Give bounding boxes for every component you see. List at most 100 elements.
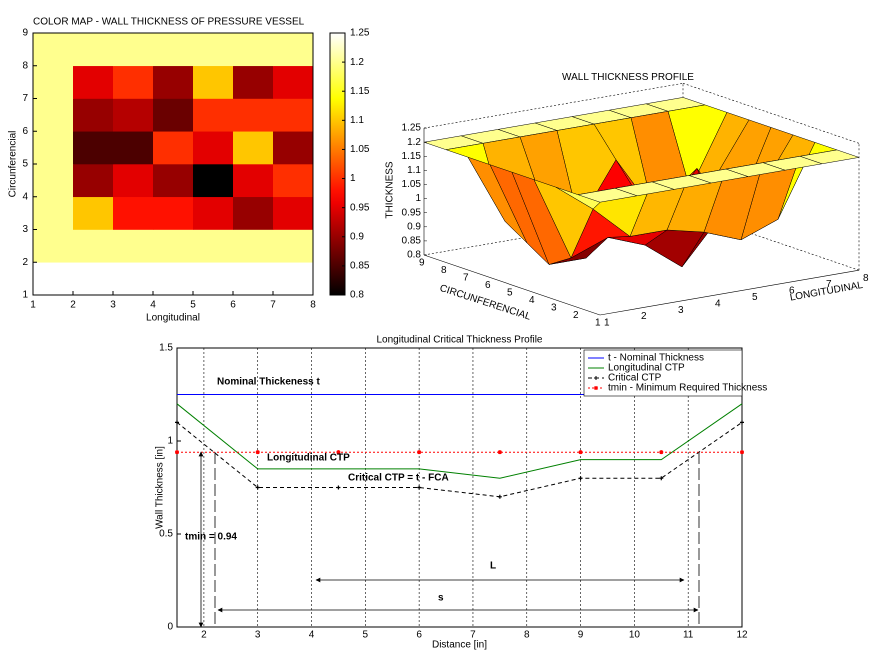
y-tick-label: 5: [507, 288, 513, 299]
heat-cell: [153, 262, 194, 296]
y-axis-label: Wall Thickness [in]: [155, 446, 166, 529]
heat-cell: [233, 262, 274, 296]
x-tick-label: 8: [863, 273, 869, 284]
x-tick-label: 7: [826, 279, 832, 290]
z-tick-label: 1: [415, 193, 421, 204]
heat-cell: [193, 98, 234, 132]
legend-label: Critical CTP: [608, 373, 662, 384]
colorbar-tick-label: 1.1: [350, 115, 364, 126]
z-tick-label: 0.9: [407, 221, 421, 232]
heat-cell: [193, 65, 234, 99]
colorbar-tick-label: 0.85: [350, 261, 370, 272]
chart-title: Longitudinal Critical Thickness Profile: [376, 335, 542, 346]
z-tick-label: 0.8: [407, 250, 421, 261]
y-tick-label: 8: [22, 60, 28, 71]
y-tick-label: 6: [485, 280, 491, 291]
y-tick-label: 7: [22, 93, 28, 104]
heat-cell: [273, 33, 314, 67]
axis-box: [682, 83, 860, 144]
annotation: Longitudinal CTP: [267, 453, 350, 464]
colorbar-tick-label: 1.25: [350, 28, 370, 39]
legend-box: [583, 349, 743, 397]
point-marker: [740, 420, 744, 425]
x-tick-label: 9: [578, 630, 584, 641]
x-tick-label: 4: [309, 630, 315, 641]
heat-cell: [113, 98, 154, 132]
heat-cell: [233, 164, 274, 198]
point-marker: [578, 476, 583, 481]
chart-title: WALL THICKNESS PROFILE: [562, 72, 694, 83]
heat-cell: [193, 196, 234, 230]
heat-cell: [113, 196, 154, 230]
y-tick-label: 4: [529, 295, 535, 306]
heat-cell: [33, 33, 74, 67]
heat-cell: [233, 131, 274, 165]
point-marker: [417, 450, 422, 455]
y-tick-label: 2: [22, 257, 28, 268]
x-tick-label: 1: [604, 318, 610, 329]
y-tick-label: 2: [573, 310, 579, 321]
x-tick-label: 6: [416, 630, 422, 641]
heat-cell: [113, 262, 154, 296]
x-tick-label: 2: [641, 311, 647, 322]
x-tick-label: 6: [789, 286, 795, 297]
annotation: Critical CTP = t - FCA: [348, 473, 449, 484]
heat-cell: [273, 262, 314, 296]
heat-cell: [73, 164, 114, 198]
y-tick-label: 9: [419, 258, 425, 269]
heat-cell: [273, 98, 314, 132]
z-tick-label: 0.95: [402, 207, 422, 218]
heat-cell: [33, 262, 74, 296]
heat-cell: [193, 33, 234, 67]
y-tick-label: 1: [595, 318, 601, 329]
x-axis-label: Distance [in]: [432, 640, 487, 651]
colorbar-tick-label: 1: [350, 173, 356, 184]
y-tick-label: 0.5: [159, 529, 173, 540]
colorbar-tick-label: 1.15: [350, 86, 370, 97]
y-tick-label: 9: [22, 28, 28, 39]
y-tick-label: 6: [22, 126, 28, 137]
heat-cell: [153, 98, 194, 132]
heat-cell: [113, 33, 154, 67]
x-tick-label: 10: [629, 630, 641, 641]
heat-cell: [73, 196, 114, 230]
point-marker: [659, 476, 664, 481]
axis-box: [599, 269, 860, 316]
annotation: Nominal Thickeness t: [217, 377, 320, 388]
series-line: [176, 403, 743, 479]
point-marker: [578, 450, 583, 455]
heat-cell: [193, 131, 234, 165]
point-marker: [255, 450, 260, 455]
z-tick-label: 0.85: [402, 236, 422, 247]
y-tick-label: 0: [167, 622, 173, 633]
y-tick-label: 1: [167, 436, 173, 447]
z-tick-label: 1.2: [407, 137, 421, 148]
legend-label: Longitudinal CTP: [608, 363, 685, 374]
z-axis-label: THICKNESS: [385, 161, 396, 219]
heat-cell: [153, 229, 194, 263]
axis-box: [682, 209, 860, 271]
x-tick-label: 6: [230, 300, 236, 311]
heat-cell: [233, 229, 274, 263]
z-tick-label: 1.25: [402, 123, 422, 134]
heat-cell: [73, 229, 114, 263]
x-tick-label: 11: [683, 630, 694, 641]
x-tick-label: 3: [110, 300, 116, 311]
x-tick-label: 4: [715, 298, 721, 309]
heat-cell: [273, 164, 314, 198]
y-tick-label: 3: [551, 303, 557, 314]
point-marker: [336, 450, 341, 455]
z-tick-label: 1.1: [407, 165, 421, 176]
point-marker: [740, 450, 744, 455]
heat-cell: [113, 164, 154, 198]
heat-cell: [33, 131, 74, 165]
axis-box: [423, 254, 601, 316]
y-tick-label: 8: [441, 265, 447, 276]
heat-cell: [33, 98, 74, 132]
x-tick-label: 7: [270, 300, 276, 311]
annotation: s: [438, 593, 444, 604]
point-marker: [255, 485, 260, 490]
x-tick-label: 3: [255, 630, 261, 641]
heat-cell: [73, 65, 114, 99]
colorbar-tick-label: 0.8: [350, 290, 364, 301]
